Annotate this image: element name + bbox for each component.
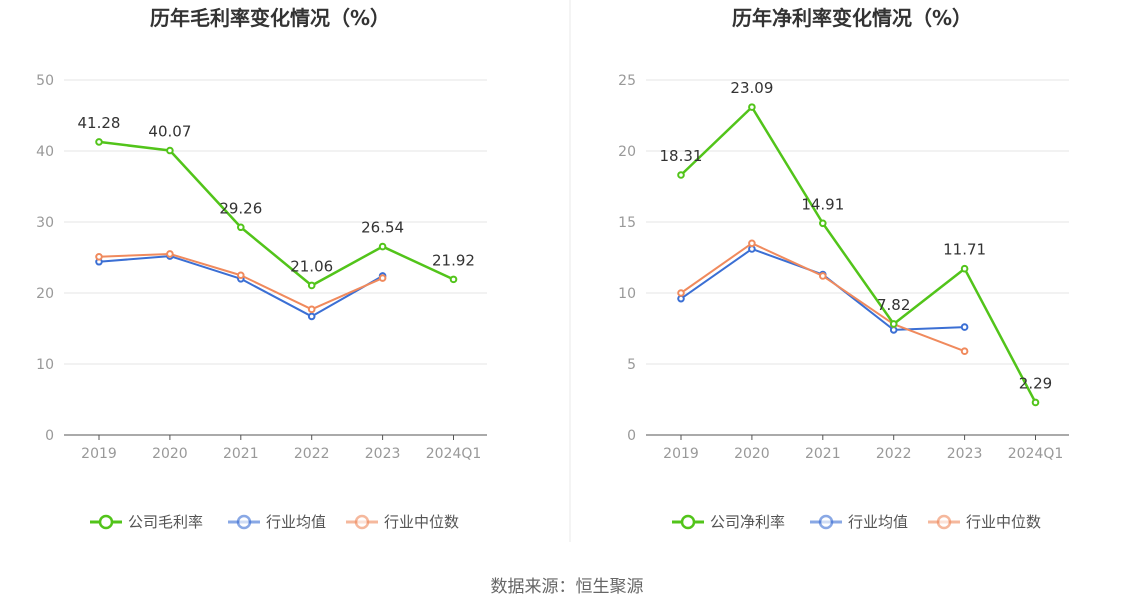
- y-tick-label: 15: [618, 215, 636, 231]
- y-tick-label: 10: [36, 357, 54, 373]
- data-point-company: [237, 223, 245, 232]
- legend-label: 行业中位数: [384, 513, 459, 531]
- data-label: 29.26: [219, 199, 262, 217]
- legend-label: 行业中位数: [966, 513, 1041, 531]
- data-point-company: [960, 264, 969, 273]
- net-margin-chart: 历年净利率变化情况（%） 0 5 10 15 20 25 2019 2020 2021 2022 20…: [618, 6, 1069, 531]
- data-label: 7.82: [877, 296, 910, 314]
- data-label: 21.06: [290, 257, 333, 275]
- source-note: 数据来源：恒生聚源: [491, 577, 644, 597]
- x-tick-label: 2021: [805, 446, 841, 462]
- chart-title: 历年毛利率变化情况（%）: [150, 6, 390, 30]
- y-tick-label: 30: [36, 215, 54, 231]
- legend-swatch-marker: [818, 514, 834, 530]
- data-point-company: [889, 320, 898, 328]
- chart-title: 历年净利率变化情况（%）: [732, 6, 972, 30]
- series-line-industry_avg: [98, 255, 384, 318]
- legend-label: 行业均值: [266, 513, 326, 531]
- data-point-industry_median: [378, 274, 387, 282]
- data-label: 40.07: [148, 123, 191, 141]
- data-point-industry_median: [166, 250, 174, 258]
- data-point-industry_avg: [307, 312, 316, 321]
- data-point-industry_median: [307, 305, 316, 314]
- x-tick-label: 2021: [223, 446, 259, 462]
- series-line-company: [98, 140, 455, 287]
- x-tick-label: 2019: [663, 446, 699, 462]
- legend-swatch-marker: [236, 514, 252, 530]
- x-tick-label: 2023: [947, 446, 983, 462]
- legend-swatch-marker: [354, 514, 370, 530]
- data-label: 14.91: [801, 195, 844, 213]
- data-label: 26.54: [361, 219, 404, 237]
- x-tick-label: 2024Q1: [426, 446, 482, 462]
- data-point-company: [677, 171, 685, 179]
- data-point-industry_median: [748, 239, 756, 248]
- legend-swatch-marker: [936, 514, 952, 530]
- data-point-industry_avg: [960, 323, 969, 331]
- data-point-company: [819, 219, 827, 228]
- data-label: 41.28: [78, 114, 121, 132]
- series-line-company: [680, 105, 1037, 404]
- x-tick-label: 2023: [365, 446, 401, 462]
- legend-swatch-marker: [98, 514, 114, 530]
- y-tick-label: 0: [627, 428, 636, 444]
- legend-swatch-marker: [680, 514, 696, 530]
- y-tick-label: 5: [627, 357, 636, 373]
- data-point-industry_median: [237, 271, 245, 280]
- series-line-industry_median: [680, 242, 965, 353]
- data-point-company: [378, 242, 387, 251]
- y-tick-label: 0: [45, 428, 54, 444]
- x-tick-label: 2022: [876, 446, 912, 462]
- y-tick-label: 10: [618, 286, 636, 302]
- data-point-industry_median: [95, 252, 103, 261]
- x-tick-label: 2020: [152, 446, 188, 462]
- y-tick-label: 20: [36, 286, 54, 302]
- data-point-company: [166, 146, 174, 155]
- x-tick-label: 2024Q1: [1008, 446, 1064, 462]
- x-tick-label: 2019: [81, 446, 117, 462]
- y-tick-label: 50: [36, 73, 54, 89]
- series-line-industry_avg: [680, 247, 965, 331]
- data-point-company: [748, 103, 756, 111]
- data-label: 18.31: [660, 147, 703, 165]
- data-point-industry_median: [819, 272, 827, 280]
- data-point-company: [1031, 398, 1040, 407]
- data-label: 21.92: [432, 251, 475, 269]
- x-tick-label: 2020: [734, 446, 770, 462]
- gross-margin-chart: 历年毛利率变化情况（%） 0 10 20 30 40 50 2019 2020 2021 2022 2…: [36, 6, 487, 531]
- data-point-company: [307, 281, 316, 290]
- y-tick-label: 20: [618, 144, 636, 160]
- data-point-company: [449, 275, 458, 284]
- legend-label: 行业均值: [848, 513, 908, 531]
- data-label: 23.09: [730, 79, 773, 97]
- y-tick-label: 40: [36, 144, 54, 160]
- data-label: 11.71: [943, 241, 986, 259]
- data-point-industry_median: [960, 347, 969, 356]
- data-point-industry_median: [677, 289, 685, 297]
- legend-label: 公司毛利率: [128, 513, 203, 531]
- data-point-company: [95, 138, 103, 146]
- x-tick-label: 2022: [294, 446, 330, 462]
- data-label: 2.29: [1019, 374, 1052, 392]
- legend-label: 公司净利率: [710, 513, 785, 531]
- y-tick-label: 25: [618, 73, 636, 89]
